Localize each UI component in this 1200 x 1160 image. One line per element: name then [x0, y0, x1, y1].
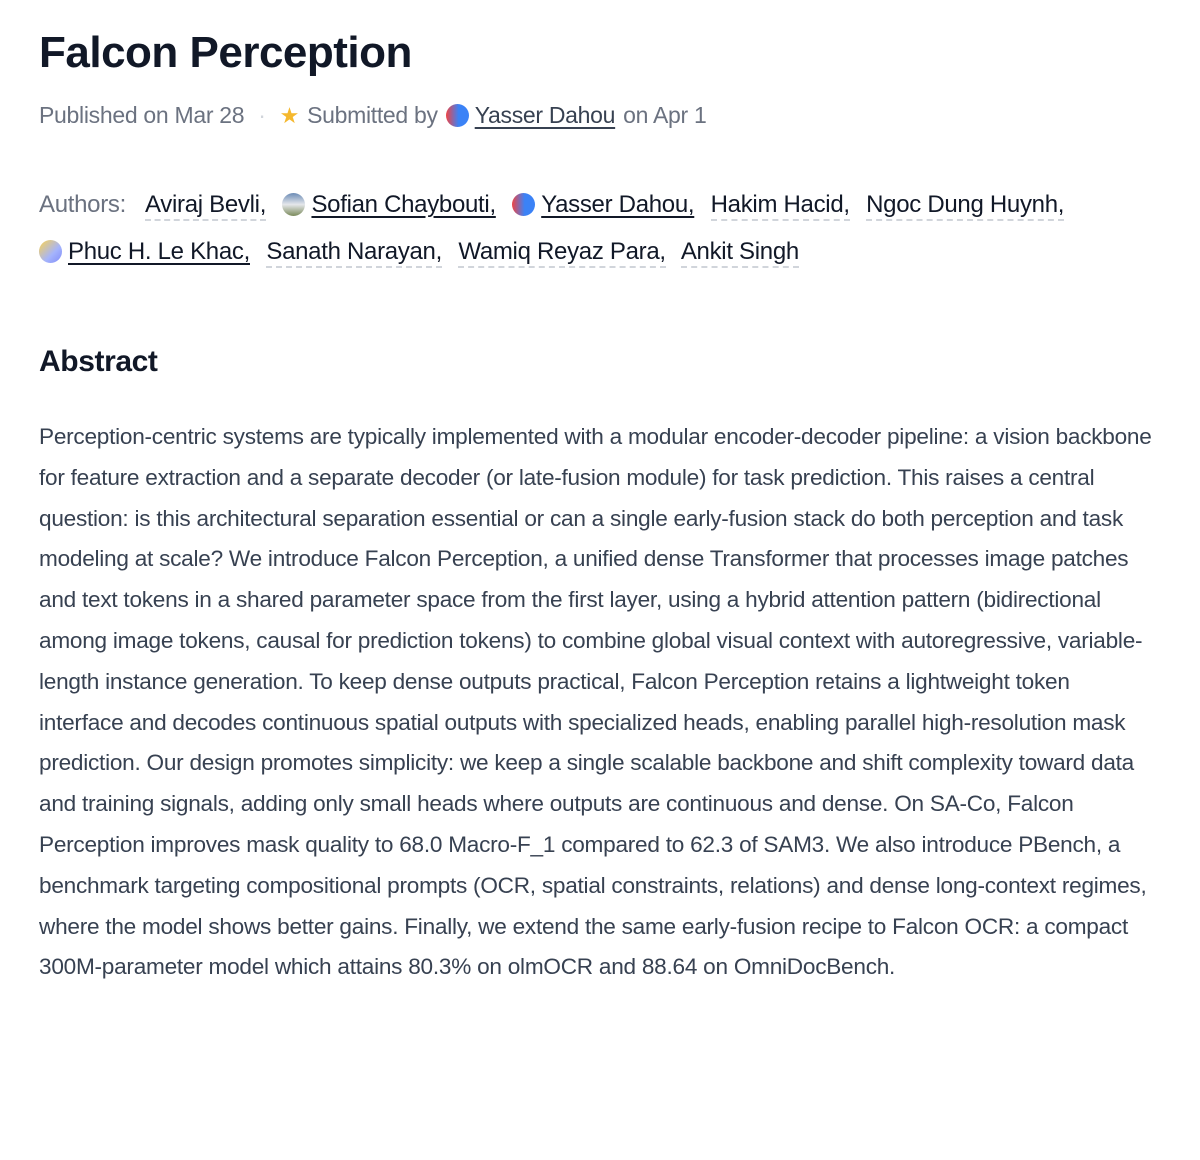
- paper-page: Falcon Perception Published on Mar 28 · …: [39, 28, 1161, 980]
- avatar: [512, 193, 536, 216]
- author-yasser-dahou[interactable]: Yasser Dahou,: [512, 191, 695, 218]
- author-wamiq-reyaz-para[interactable]: Wamiq Reyaz Para,: [458, 238, 666, 268]
- abstract-heading: Abstract: [39, 345, 158, 378]
- author-phuc-le-khac[interactable]: Phuc H. Le Khac,: [39, 238, 250, 265]
- page-title: Falcon Perception: [39, 28, 412, 77]
- separator: ·: [258, 102, 266, 128]
- star-icon: ★: [279, 102, 300, 128]
- author-aviraj-bevli[interactable]: Aviraj Bevli,: [145, 191, 266, 221]
- author-ngoc-dung-huynh[interactable]: Ngoc Dung Huynh,: [866, 191, 1064, 221]
- abstract-text: Perception-centric systems are typically…: [39, 424, 1152, 980]
- author-sanath-narayan[interactable]: Sanath Narayan,: [266, 238, 442, 268]
- published-date: Published on Mar 28: [39, 102, 245, 128]
- author-ankit-singh[interactable]: Ankit Singh: [680, 238, 799, 268]
- avatar: [282, 193, 306, 216]
- authors-list: Authors: Aviraj Bevli, Sofian Chaybouti,…: [39, 181, 1161, 275]
- submitted-by-label: Submitted by: [307, 102, 438, 128]
- authors-label: Authors:: [39, 191, 126, 218]
- submitter-link[interactable]: Yasser Dahou: [445, 102, 615, 129]
- author-sofian-chaybouti[interactable]: Sofian Chaybouti,: [282, 191, 496, 218]
- avatar: [445, 104, 469, 127]
- paper-meta: Published on Mar 28 · ★ Submitted by Yas…: [39, 102, 1161, 129]
- author-hakim-hacid[interactable]: Hakim Hacid,: [710, 191, 850, 221]
- submitted-date: on Apr 1: [623, 102, 707, 128]
- avatar: [39, 240, 62, 263]
